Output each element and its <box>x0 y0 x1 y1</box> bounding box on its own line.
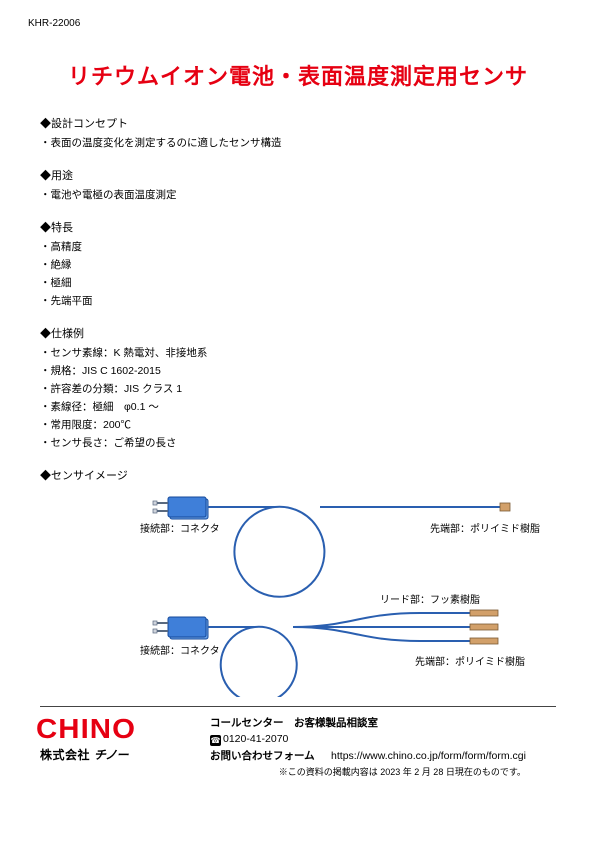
label-connector-lower: 接続部：コネクタ <box>140 644 220 657</box>
form-label: お問い合わせフォーム <box>210 750 315 762</box>
section-heading-spec: ◆仕様例 <box>40 325 556 341</box>
logo-column: CHINO 株式会社 チノー <box>40 715 210 763</box>
connector-lower-icon <box>153 617 208 639</box>
label-tip-lower: 先端部：ポリイミド樹脂 <box>415 655 525 668</box>
section-heading-image: ◆センサイメージ <box>40 467 556 483</box>
tel-row: ☎0120-41-2070 <box>210 731 526 747</box>
tip-lower-1-icon <box>470 610 498 616</box>
bullet-feat-3: ・先端平面 <box>40 293 556 308</box>
bullet-feat-1: ・絶縁 <box>40 257 556 272</box>
bullet-spec-3: ・素線径：極細 φ0.1 ～ <box>40 399 556 414</box>
label-connector-upper: 接続部：コネクタ <box>140 522 220 535</box>
disclaimer: ※この資料の掲載内容は 2023 年 2 月 28 日現在のものです。 <box>210 766 526 780</box>
footer: CHINO 株式会社 チノー コールセンター お客様製品相談室 ☎0120-41… <box>40 715 556 780</box>
document-code: KHR-22006 <box>28 18 556 29</box>
tel-number: 0120-41-2070 <box>223 733 288 745</box>
tip-lower-3-icon <box>470 638 498 644</box>
tip-upper-icon <box>500 503 510 511</box>
tip-lower-2-icon <box>470 624 498 630</box>
form-url: https://www.chino.co.jp/form/form/form.c… <box>331 750 526 762</box>
contact-column: コールセンター お客様製品相談室 ☎0120-41-2070 お問い合わせフォー… <box>210 715 526 780</box>
form-row: お問い合わせフォーム https://www.chino.co.jp/form/… <box>210 748 526 764</box>
bullet-spec-2: ・許容差の分類：JIS クラス 1 <box>40 381 556 396</box>
wire-loop-upper <box>208 507 324 597</box>
callcenter-label: コールセンター お客様製品相談室 <box>210 715 526 731</box>
section-heading-concept: ◆設計コンセプト <box>40 115 556 131</box>
wire-loop-lower <box>208 627 297 697</box>
page-title: リチウムイオン電池・表面温度測定用センサ <box>40 59 556 91</box>
bullet-feat-2: ・極細 <box>40 275 556 290</box>
bullet-spec-1: ・規格：JIS C 1602-2015 <box>40 363 556 378</box>
connector-upper-icon <box>153 497 208 519</box>
brand-logo: CHINO <box>36 715 204 743</box>
footer-divider <box>40 706 556 707</box>
page: KHR-22006 リチウムイオン電池・表面温度測定用センサ ◆設計コンセプト … <box>0 0 596 843</box>
label-tip-upper: 先端部：ポリイミド樹脂 <box>430 522 540 535</box>
sensor-diagram: 接続部：コネクタ 先端部：ポリイミド樹脂 接続部：コネクタ リード部：フッ素樹脂… <box>60 487 540 697</box>
bullet-concept-0: ・表面の温度変化を測定するのに適したセンサ構造 <box>40 135 556 150</box>
company-prefix: 株式会社 <box>40 748 94 762</box>
section-heading-features: ◆特長 <box>40 219 556 235</box>
bullet-spec-4: ・常用限度：200℃ <box>40 417 556 432</box>
bullet-spec-0: ・センサ素線：K 熱電対、非接地系 <box>40 345 556 360</box>
company-name: 株式会社 チノー <box>40 746 200 763</box>
bullet-spec-5: ・センサ長さ：ご希望の長さ <box>40 435 556 450</box>
label-lead-lower: リード部：フッ素樹脂 <box>380 593 480 606</box>
wire-lead-bot <box>293 627 470 641</box>
company-katakana: チノー <box>94 748 128 762</box>
bullet-use-0: ・電池や電極の表面温度測定 <box>40 187 556 202</box>
freecall-icon: ☎ <box>210 735 221 746</box>
section-heading-use: ◆用途 <box>40 167 556 183</box>
bullet-feat-0: ・高精度 <box>40 239 556 254</box>
wire-lead-top <box>293 613 470 627</box>
